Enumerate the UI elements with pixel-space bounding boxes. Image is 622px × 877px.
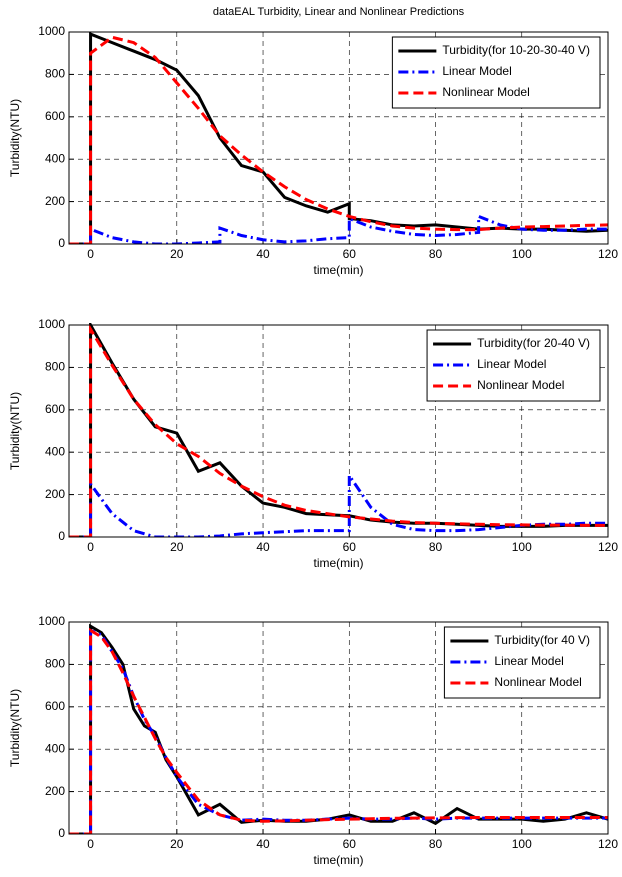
legend-label: Linear Model	[494, 654, 563, 668]
chart-title: dataEAL Turbidity, Linear and Nonlinear …	[213, 6, 465, 18]
x-tick-label: 120	[598, 247, 618, 261]
axes-box	[68, 621, 609, 835]
x-axis-label: time(min)	[314, 556, 364, 570]
y-tick-label: 800	[45, 360, 65, 374]
legend-label: Turbidity(for 10-20-30-40 V)	[442, 43, 590, 57]
legend: Turbidity(for 10-20-30-40 V) Linear Model…	[391, 36, 601, 109]
data-line	[69, 470, 608, 537]
y-tick-label: 600	[45, 402, 65, 416]
x-tick-label: 0	[87, 540, 94, 554]
y-tick-label: 800	[45, 657, 65, 671]
legend-label: Turbidity(for 40 V)	[494, 633, 590, 647]
x-tick-label: 20	[170, 837, 184, 851]
x-tick-label: 20	[170, 247, 184, 261]
legend-label: Linear Model	[442, 64, 511, 78]
x-tick-label: 80	[429, 540, 443, 554]
y-tick-label: 200	[45, 784, 65, 798]
legend: Turbidity(for 20-40 V) Linear Model Nonlin…	[426, 329, 601, 402]
axes-box	[68, 324, 609, 538]
x-tick-label: 0	[87, 837, 94, 851]
x-tick-label: 60	[343, 247, 357, 261]
x-tick-label: 80	[429, 837, 443, 851]
y-tick-label: 400	[45, 151, 65, 165]
y-tick-label: 800	[45, 67, 65, 81]
y-tick-label: 1000	[38, 317, 65, 331]
x-axis-label: time(min)	[314, 853, 364, 867]
x-tick-label: 120	[598, 837, 618, 851]
y-tick-label: 200	[45, 194, 65, 208]
legend-label: Turbidity(for 20-40 V)	[477, 336, 590, 350]
y-tick-label: 1000	[38, 614, 65, 628]
y-tick-label: 0	[58, 529, 65, 543]
x-tick-label: 120	[598, 540, 618, 554]
x-tick-label: 20	[170, 540, 184, 554]
legend-label: Nonlinear Model	[494, 675, 581, 689]
y-axis-label: Turbidity(NTU)	[8, 689, 22, 767]
y-tick-label: 0	[58, 236, 65, 250]
legend: Turbidity(for 40 V) Linear Model Nonlinear…	[443, 626, 601, 699]
y-tick-label: 400	[45, 741, 65, 755]
legend-label: Linear Model	[477, 357, 546, 371]
data-line	[69, 214, 608, 244]
y-tick-label: 600	[45, 109, 65, 123]
x-axis-label: time(min)	[314, 263, 364, 277]
y-tick-label: 600	[45, 699, 65, 713]
x-tick-label: 0	[87, 247, 94, 261]
y-tick-label: 400	[45, 444, 65, 458]
data-line	[69, 627, 608, 834]
legend-box	[443, 626, 601, 699]
y-tick-label: 200	[45, 487, 65, 501]
data-line	[69, 323, 608, 537]
y-tick-label: 0	[58, 826, 65, 840]
x-tick-label: 40	[256, 247, 270, 261]
x-tick-label: 100	[512, 540, 532, 554]
data-line	[69, 35, 608, 244]
x-tick-label: 100	[512, 837, 532, 851]
y-axis-label: Turbidity(NTU)	[8, 99, 22, 177]
x-tick-label: 80	[429, 247, 443, 261]
x-tick-label: 60	[343, 837, 357, 851]
legend-label: Nonlinear Model	[477, 378, 564, 392]
x-tick-label: 100	[512, 247, 532, 261]
y-axis-label: Turbidity(NTU)	[8, 392, 22, 470]
x-tick-label: 40	[256, 837, 270, 851]
x-tick-label: 60	[343, 540, 357, 554]
y-tick-label: 1000	[38, 24, 65, 38]
x-tick-label: 40	[256, 540, 270, 554]
legend-label: Nonlinear Model	[442, 85, 529, 99]
axes-box	[68, 31, 609, 245]
